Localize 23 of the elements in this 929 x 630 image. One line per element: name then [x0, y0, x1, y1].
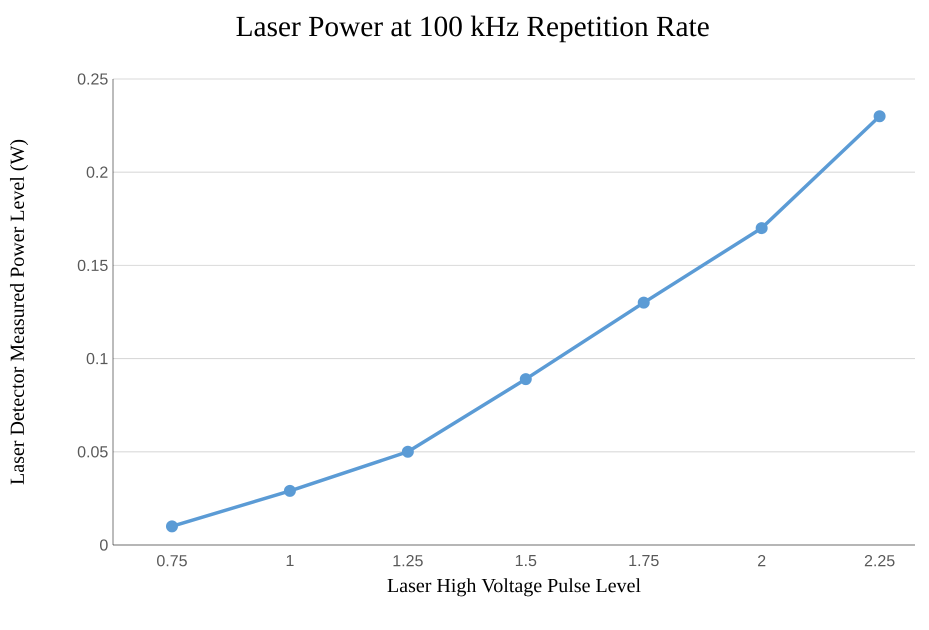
- point: [520, 373, 532, 386]
- y-axis-title: Laser Detector Measured Power Level (W): [10, 140, 28, 484]
- x-tick-label: 1: [286, 555, 294, 566]
- x-tick-label: 2.25: [864, 555, 894, 566]
- x-tick-label: 0.75: [157, 555, 187, 566]
- x-tick-label: 2: [758, 555, 766, 566]
- x-tick-label: 1.75: [629, 555, 659, 566]
- x-tick-label: 1.5: [516, 555, 536, 566]
- y-tick-label: 0: [100, 539, 108, 551]
- point: [284, 484, 296, 497]
- x-tick-label: 1.25: [393, 555, 423, 566]
- y-tick-label: 0.05: [78, 446, 108, 458]
- y-tick-label: 0.25: [78, 73, 108, 85]
- point: [638, 296, 650, 309]
- point: [756, 222, 768, 234]
- point: [402, 446, 414, 458]
- point: [166, 520, 178, 532]
- y-tick-label: 0.1: [86, 352, 108, 364]
- x-axis-title: Laser High Voltage Pulse Level: [388, 578, 641, 596]
- point: [874, 110, 886, 122]
- y-tick-label: 0.2: [86, 166, 108, 178]
- y-tick-label: 0.15: [78, 260, 108, 272]
- chart-title: Laser Power at 100 kHz Repetition Rate: [236, 16, 709, 42]
